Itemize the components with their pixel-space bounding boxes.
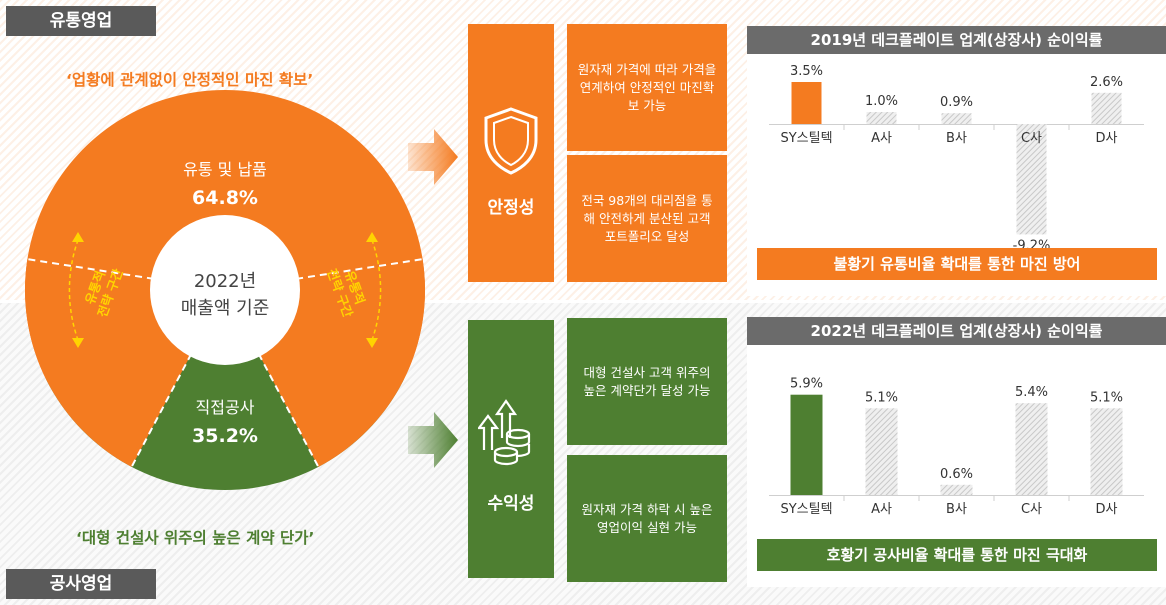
bar-category-label: A사 <box>871 502 892 517</box>
donut-segment-label-distribution: 유통 및 납품 <box>183 160 267 179</box>
bar-category-label: B사 <box>946 502 967 517</box>
bar-category-label: D사 <box>1096 502 1118 517</box>
bar-category-label: B사 <box>946 131 967 146</box>
stability-item-2: 전국 98개의 대리점을 통해 안전하게 분산된 고객 포트폴리오 달성 <box>567 155 727 282</box>
shield-icon <box>484 107 538 175</box>
bar-A사 <box>865 408 898 495</box>
bar-category-label: D사 <box>1096 131 1118 146</box>
donut-segment-value-construction: 35.2% <box>192 425 258 447</box>
distribution-quote: ‘업황에 관계없이 안정적인 마진 확보’ <box>66 71 314 89</box>
bar-B사 <box>941 113 972 124</box>
profitability-label: 수익성 <box>487 494 535 514</box>
bar-value-label: 0.9% <box>940 95 973 110</box>
chart-panel-2022: 2022년 데크플레이트 업계(상장사) 순이익률 5.9% SY스틸텍 5.1% A… <box>747 317 1166 587</box>
chart-footer-2022: 호황기 공사비율 확대를 통한 마진 극대화 <box>757 539 1157 571</box>
profitability-box: 수익성 <box>468 320 554 578</box>
bar-category-label: C사 <box>1021 502 1042 517</box>
bar-value-label: 5.9% <box>790 377 823 392</box>
bar-B사 <box>940 484 973 495</box>
bar-category-label: A사 <box>871 131 892 146</box>
chart-panel-2019: 2019년 데크플레이트 업계(상장사) 순이익률 3.5% SY스틸텍 1.0% A… <box>747 26 1166 296</box>
chart-title-2022: 2022년 데크플레이트 업계(상장사) 순이익률 <box>747 317 1166 345</box>
bar-value-label: 5.1% <box>865 390 898 405</box>
donut-zone-divider-0-0 <box>224 258 423 291</box>
bar-D사 <box>1091 92 1122 124</box>
bar-value-label: 3.5% <box>790 64 823 79</box>
donut-zone-divider-1-0 <box>130 289 226 468</box>
bar-category-label: SY스틸텍 <box>780 131 832 146</box>
bar-value-label: 0.6% <box>940 467 973 482</box>
donut-zone-divider-1-1 <box>27 258 226 291</box>
donut-segment-label-construction: 직접공사 <box>196 398 255 417</box>
stability-box: 안정성 <box>468 24 554 282</box>
donut-center-hole <box>150 215 300 365</box>
revenue-donut-chart: 2022년 매출액 기준 유통 및 납품 64.8% 직접공사 35.2% 유통… <box>24 89 426 490</box>
bar-value-label: 5.4% <box>1015 385 1048 400</box>
bar-D사 <box>1090 408 1123 495</box>
coins-growth-icon <box>478 399 531 466</box>
profitability-item-1: 대형 건설사 고객 위주의 높은 계약단가 달성 가능 <box>567 318 727 445</box>
donut-zone-divider-0-1 <box>224 289 320 468</box>
orange-arrow-icon <box>408 129 458 185</box>
bar-value-label: 2.6% <box>1090 75 1123 90</box>
profitability-item-2: 원자재 가격 하락 시 높은 영업이익 실현 가능 <box>567 455 727 582</box>
donut-center-year: 2022년 <box>194 271 256 292</box>
bar-value-label: 1.0% <box>865 94 898 109</box>
construction-quote: ‘대형 건설사 위주의 높은 계약 단가’ <box>76 529 315 547</box>
distribution-section-tag: 유통영업 <box>6 6 156 36</box>
green-arrow-icon <box>408 412 458 468</box>
bar-SY스틸텍 <box>791 82 822 124</box>
stability-label: 안정성 <box>487 198 535 218</box>
chart-title-2019: 2019년 데크플레이트 업계(상장사) 순이익률 <box>747 26 1166 54</box>
bar-value-label: 5.1% <box>1090 390 1123 405</box>
chart-footer-2019: 불황기 유통비율 확대를 통한 마진 방어 <box>757 248 1157 280</box>
margin-bar-chart-2022: 5.9% SY스틸텍 5.1% A사 0.6% B사 5.4% C사 5.1% D사 <box>769 377 1144 517</box>
bar-SY스틸텍 <box>790 394 823 495</box>
stability-item-1: 원자재 가격에 따라 가격을 연계하여 안정적인 마진확보 가능 <box>567 24 727 151</box>
bar-C사 <box>1016 124 1047 235</box>
bar-category-label: SY스틸텍 <box>780 502 832 517</box>
bar-A사 <box>866 112 897 124</box>
donut-segment-value-distribution: 64.8% <box>192 187 258 209</box>
construction-section-tag: 공사영업 <box>6 569 156 599</box>
donut-center-basis: 매출액 기준 <box>181 298 270 319</box>
bar-C사 <box>1015 403 1048 495</box>
bar-category-label: C사 <box>1021 131 1042 146</box>
